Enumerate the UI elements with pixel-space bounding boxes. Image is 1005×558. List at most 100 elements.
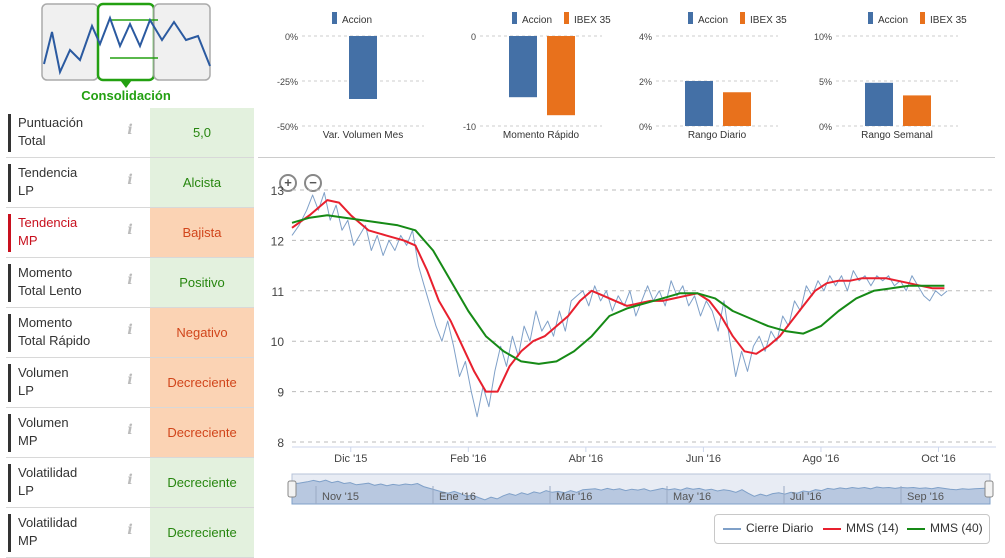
mini-chart-3: Accion IBEX 35 4% 2% 0% Rango Diario	[639, 12, 787, 141]
legend-item-mms14[interactable]: MMS (14)	[823, 521, 899, 535]
info-icon[interactable]: i	[127, 322, 133, 338]
score-row: Tendencia LP i Alcista	[6, 158, 254, 208]
thumb-panel-selected	[96, 2, 156, 82]
score-row: Volatilidad LP i Decreciente	[6, 458, 254, 508]
score-row: Tendencia MP i Bajista	[6, 208, 254, 258]
row-value: Decreciente	[150, 358, 254, 407]
mini-ytick-label: 0%	[639, 122, 652, 132]
navigator-label: Jul '16	[790, 491, 821, 503]
mini-legend-swatch	[740, 12, 745, 24]
main-xtick-label: Feb '16	[450, 453, 486, 465]
mini-bar-ibex-35	[723, 92, 751, 126]
info-icon[interactable]: i	[127, 272, 133, 288]
score-row: Volumen MP i Decreciente	[6, 408, 254, 458]
mini-legend-label: Accion	[698, 15, 728, 26]
score-row: Volumen LP i Decreciente	[6, 358, 254, 408]
navigator-area	[291, 479, 991, 505]
main-xtick-label: Oct '16	[921, 453, 956, 465]
main-ytick-label: 10	[271, 335, 285, 349]
row-label: Momento Total Rápido	[18, 315, 91, 348]
row-label: Volumen MP	[18, 415, 69, 448]
divider	[258, 157, 995, 158]
mini-chart-title: Rango Diario	[688, 130, 747, 141]
mini-chart-title: Momento Rápido	[503, 130, 580, 141]
row-marker	[8, 464, 11, 502]
score-row: Puntuación Total i 5,0	[6, 108, 254, 158]
main-xtick-label: Abr '16	[569, 453, 604, 465]
score-row: Volatilidad MP i Decreciente	[6, 508, 254, 558]
mini-legend-swatch	[332, 12, 337, 24]
row-marker	[8, 114, 11, 152]
main-ytick-label: 12	[271, 234, 285, 248]
thumb-panel-3	[153, 3, 211, 81]
row-marker	[8, 214, 11, 252]
chart-legend: Cierre Diario MMS (14) MMS (40)	[714, 514, 990, 544]
navigator-label: Ene '16	[439, 491, 476, 503]
zoom-in-button[interactable]: +	[279, 174, 297, 192]
mini-legend-swatch	[920, 12, 925, 24]
mini-legend-swatch	[564, 12, 569, 24]
row-value: Decreciente	[150, 408, 254, 457]
mini-legend-swatch	[868, 12, 873, 24]
mini-ytick-label: 0	[471, 32, 476, 42]
mini-bar-accion	[349, 36, 377, 99]
mini-ytick-label: -50%	[277, 122, 298, 132]
series-line-3	[291, 214, 945, 365]
trend-state-thumbnail	[41, 2, 211, 88]
mini-legend-label: Accion	[522, 15, 552, 26]
time-navigator[interactable]: Nov '15 Ene '16 Mar '16 May '16 Jul '16 Sep '…	[286, 472, 998, 512]
row-marker	[8, 414, 11, 452]
zoom-out-button[interactable]: −	[304, 174, 322, 192]
mini-chart-2: Accion IBEX 35 0 -10 Momento Rápido	[463, 12, 611, 141]
mini-chart-1: Accion 0% -25% -50% Var. Volumen Mes	[277, 12, 424, 141]
row-marker	[8, 514, 11, 552]
mini-legend-label: IBEX 35	[574, 15, 611, 26]
navigator-label: Nov '15	[322, 491, 359, 503]
series-line-2	[291, 199, 945, 393]
row-value: Alcista	[150, 158, 254, 207]
row-value: 5,0	[150, 108, 254, 157]
thumb-trend-line	[43, 15, 211, 76]
row-label: Puntuación Total	[18, 115, 84, 148]
legend-item-cierre[interactable]: Cierre Diario	[723, 521, 813, 535]
main-ytick-label: 9	[277, 386, 284, 400]
mini-ytick-label: 4%	[639, 32, 652, 42]
mini-legend-swatch	[512, 12, 517, 24]
price-line-chart: 13 12 11 10 9 8 Dic '15 Feb '16 Abr '16 Jun '16 Ag…	[271, 184, 996, 465]
thumb-pointer	[120, 80, 132, 88]
row-marker	[8, 314, 11, 352]
row-label: Momento Total Lento	[18, 265, 82, 298]
row-value: Negativo	[150, 308, 254, 357]
score-row: Momento Total Rápido i Negativo	[6, 308, 254, 358]
row-label: Tendencia LP	[18, 165, 78, 198]
row-value: Decreciente	[150, 508, 254, 557]
navigator-label: Sep '16	[907, 491, 944, 503]
info-icon[interactable]: i	[127, 222, 133, 238]
mini-ytick-label: -25%	[277, 77, 298, 87]
mini-ytick-label: 0%	[285, 32, 298, 42]
row-value: Bajista	[150, 208, 254, 257]
main-ytick-label: 8	[277, 436, 284, 450]
mini-bar-accion	[509, 36, 537, 98]
trend-state-label: Consolidación	[81, 88, 171, 103]
row-marker	[8, 164, 11, 202]
info-icon[interactable]: i	[127, 472, 133, 488]
score-row: Momento Total Lento i Positivo	[6, 258, 254, 308]
info-icon[interactable]: i	[127, 372, 133, 388]
info-icon[interactable]: i	[127, 422, 133, 438]
mini-bar-accion	[865, 82, 893, 126]
row-label: Volatilidad LP	[18, 465, 78, 498]
mini-bar-charts: Accion 0% -25% -50% Var. Volumen Mes Accion IB…	[277, 12, 967, 141]
mini-legend-label: Accion	[878, 15, 908, 26]
mini-ytick-label: 0%	[819, 122, 832, 132]
main-ytick-label: 13	[271, 184, 285, 198]
info-icon[interactable]: i	[127, 172, 133, 188]
mini-bar-accion	[685, 81, 713, 126]
info-icon[interactable]: i	[127, 122, 133, 138]
info-icon[interactable]: i	[127, 522, 133, 538]
mini-chart-title: Var. Volumen Mes	[323, 130, 403, 141]
mini-bar-ibex-35	[903, 95, 931, 126]
main-xtick-label: Ago '16	[802, 453, 839, 465]
legend-item-mms40[interactable]: MMS (40)	[907, 521, 983, 535]
row-value: Positivo	[150, 258, 254, 307]
